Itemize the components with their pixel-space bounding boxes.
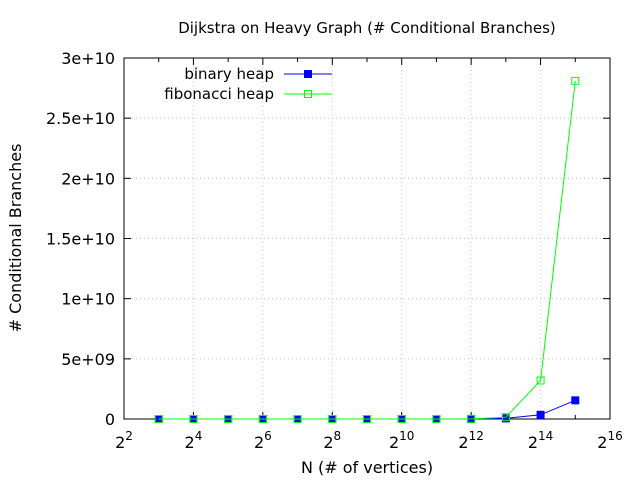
- grid: [124, 58, 610, 419]
- x-tick-exponent: 4: [195, 429, 203, 443]
- x-tick-base: 2: [185, 433, 195, 452]
- data-point: [363, 415, 371, 423]
- data-point: [536, 410, 545, 419]
- series-fibonacci-heap: [154, 76, 580, 423]
- data-point: [432, 415, 441, 423]
- x-tick-labels: 22 24 26 28 210 212 214 216: [115, 429, 623, 452]
- x-tick-base: 2: [115, 433, 125, 452]
- x-tick-exponent: 6: [264, 429, 272, 443]
- x-axis-label: N (# of vertices): [301, 458, 433, 477]
- data-point: [224, 415, 233, 423]
- y-axis-label: # Conditional Branches: [6, 144, 25, 333]
- y-tick-label: 0: [105, 410, 115, 429]
- x-tick-exponent: 8: [334, 429, 342, 443]
- data-point: [154, 415, 163, 423]
- x-tick-base: 2: [528, 433, 538, 452]
- x-tick-label: 214: [528, 429, 553, 452]
- x-tick-base: 2: [254, 433, 264, 452]
- y-tick-label: 2.5e+10: [46, 109, 115, 128]
- data-point: [293, 415, 302, 423]
- x-tick-label: 28: [323, 429, 341, 452]
- y-tick-label: 3e+10: [61, 49, 115, 68]
- x-tick-exponent: 2: [125, 429, 133, 443]
- x-tick-label: 210: [389, 429, 414, 452]
- y-tick-label: 1.5e+10: [46, 230, 115, 249]
- legend: binary heap fibonacci heap: [164, 65, 332, 103]
- chart-title: Dijkstra on Heavy Graph (# Conditional B…: [178, 19, 556, 37]
- data-point: [536, 376, 545, 385]
- data-point: [328, 415, 337, 423]
- x-tick-exponent: 12: [469, 429, 484, 443]
- x-tick-label: 212: [458, 429, 483, 452]
- series: [154, 76, 580, 423]
- legend-item-fibonacci-heap: fibonacci heap: [164, 85, 332, 103]
- y-tick-label: 5e+09: [61, 350, 115, 369]
- x-tick-label: 26: [254, 429, 272, 452]
- data-point: [258, 415, 267, 423]
- data-point: [397, 415, 406, 423]
- x-tick-base: 2: [323, 433, 333, 452]
- y-tick-label: 1e+10: [61, 290, 115, 309]
- x-tick-base: 2: [389, 433, 399, 452]
- x-tick-label: 216: [597, 429, 622, 452]
- legend-label: binary heap: [184, 65, 274, 83]
- x-tick-base: 2: [597, 433, 607, 452]
- legend-item-binary-heap: binary heap: [184, 65, 332, 83]
- x-tick-exponent: 10: [399, 429, 414, 443]
- x-tick-label: 22: [115, 429, 133, 452]
- data-point: [571, 76, 580, 85]
- legend-label: fibonacci heap: [164, 85, 274, 103]
- series-line: [158, 80, 576, 420]
- legend-marker: [304, 90, 312, 98]
- data-point: [501, 413, 510, 422]
- x-tick-exponent: 14: [538, 429, 553, 443]
- x-tick-label: 24: [185, 429, 203, 452]
- y-tick-label: 2e+10: [61, 169, 115, 188]
- y-tick-labels: 0 5e+09 1e+10 1.5e+10 2e+10 2.5e+10 3e+10: [46, 49, 115, 429]
- x-tick-base: 2: [458, 433, 468, 452]
- data-point: [467, 414, 476, 423]
- data-point: [189, 415, 198, 423]
- x-tick-exponent: 16: [607, 429, 622, 443]
- data-point: [571, 396, 580, 405]
- legend-marker: [304, 70, 312, 78]
